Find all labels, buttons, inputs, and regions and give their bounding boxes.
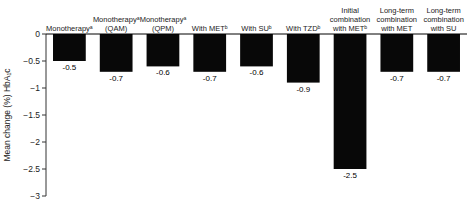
category-label: With TZDᵇ <box>286 24 321 33</box>
y-tick-label: 0 <box>35 29 40 39</box>
category-label: Monotherapyᵃ(QPM) <box>140 15 187 33</box>
bar <box>240 34 273 66</box>
bar <box>287 34 320 83</box>
y-tick-label: −2 <box>30 137 40 147</box>
value-label: -0.7 <box>437 74 451 83</box>
category-label: Long-termcombinationwith SU <box>423 6 463 33</box>
category-label: Monotherapyᵃ <box>46 24 93 33</box>
y-tick <box>42 88 46 89</box>
y-tick-label: −2.5 <box>23 164 40 174</box>
y-tick <box>42 169 46 170</box>
chart-container: 0 −0.5 −1 −1.5 −2 −2.5 −3 Mean change (%) HbA₁c… <box>0 0 471 206</box>
value-label: -0.7 <box>390 74 404 83</box>
bars <box>53 34 460 169</box>
y-tick <box>42 61 46 62</box>
y-tick-label: −1 <box>30 83 40 93</box>
value-label: -0.6 <box>250 68 264 77</box>
category-label: With METᵇ <box>192 24 228 33</box>
value-label: -2.5 <box>343 171 357 180</box>
category-label: Long-termcombinationwith MET <box>377 6 417 33</box>
value-label: -0.7 <box>203 74 217 83</box>
value-label: -0.9 <box>296 85 310 94</box>
bar <box>100 34 133 72</box>
bar <box>147 34 180 66</box>
value-label: -0.5 <box>62 63 76 72</box>
y-tick <box>42 115 46 116</box>
category-label: Initialcombinationwith METᵇ <box>330 6 370 33</box>
y-tick <box>42 34 46 35</box>
y-tick <box>42 142 46 143</box>
y-tick <box>42 196 46 197</box>
zero-line <box>46 34 467 35</box>
category-label: With SUᵇ <box>241 24 272 33</box>
bar <box>193 34 226 72</box>
y-axis-label: Mean change (%) HbA₁c <box>2 68 12 162</box>
bar <box>53 34 86 61</box>
category-label: Monotherapyᵃ(QAM) <box>93 15 140 33</box>
y-tick-label: −0.5 <box>23 56 40 66</box>
bar <box>334 34 367 169</box>
y-tick-label: −3 <box>30 191 40 201</box>
value-label: -0.6 <box>156 68 170 77</box>
y-tick-label: −1.5 <box>23 110 40 120</box>
value-label: -0.7 <box>109 74 123 83</box>
bar <box>380 34 413 72</box>
chart: 0 −0.5 −1 −1.5 −2 −2.5 −3 Mean change (%) HbA₁c… <box>0 0 471 206</box>
bar <box>427 34 460 72</box>
